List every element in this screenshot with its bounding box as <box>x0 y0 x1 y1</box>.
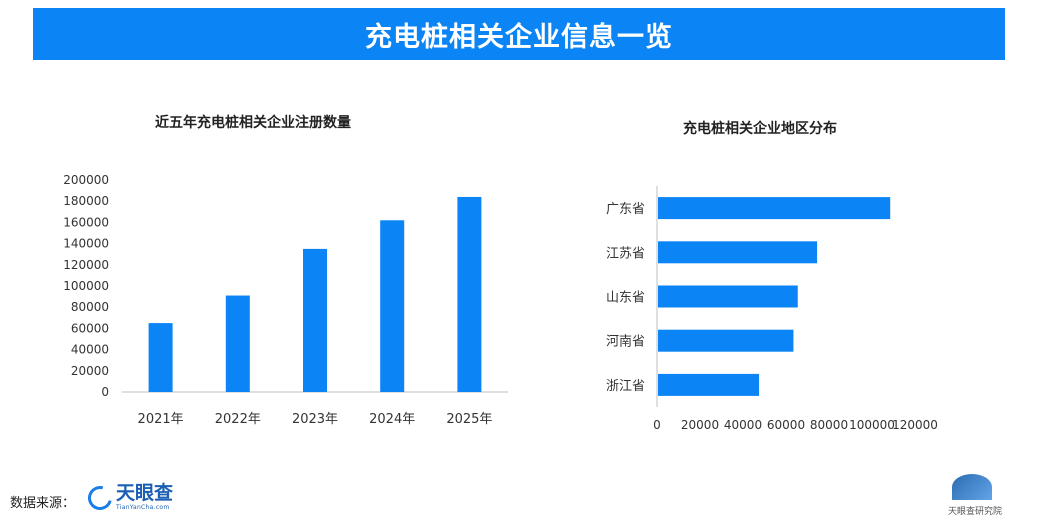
y-tick-label: 山东省 <box>606 291 645 306</box>
x-tick-label: 2021年 <box>138 412 184 427</box>
data-source-label: 数据来源： <box>10 496 76 511</box>
y-tick-label: 浙江省 <box>606 379 645 394</box>
bar <box>658 285 798 308</box>
x-tick-label: 2024年 <box>369 412 415 427</box>
eye-icon <box>83 481 117 514</box>
x-tick-label: 2025年 <box>446 412 492 427</box>
bar <box>225 295 250 392</box>
y-tick-label: 20000 <box>71 364 109 378</box>
bar <box>658 373 760 396</box>
x-tick-label: 20000 <box>681 418 719 432</box>
x-tick-label: 120000 <box>892 418 938 432</box>
y-tick-label: 江苏省 <box>606 245 645 261</box>
logo-text: 天眼查 <box>116 482 174 504</box>
x-tick-label: 80000 <box>810 418 848 432</box>
y-tick-label: 40000 <box>71 343 109 357</box>
y-tick-label: 140000 <box>63 237 109 251</box>
x-tick-label: 40000 <box>724 418 762 432</box>
logo-subtext: TianYanCha.com <box>116 504 170 511</box>
watermark-text: 天眼查研究院 <box>948 507 1003 517</box>
y-tick-label: 180000 <box>63 194 109 208</box>
bar <box>457 196 482 392</box>
bar <box>380 220 405 392</box>
bar <box>658 241 818 264</box>
y-tick-label: 河南省 <box>606 334 645 350</box>
y-tick-label: 100000 <box>63 279 109 293</box>
bar <box>658 329 794 352</box>
y-tick-label: 160000 <box>63 215 109 229</box>
bar-chart-title: 近五年充电桩相关企业注册数量 <box>155 115 351 131</box>
tianyancha-logo: 天眼查 TianYanCha.com <box>83 481 174 514</box>
page-title: 充电桩相关企业信息一览 <box>365 21 673 53</box>
y-tick-label: 80000 <box>71 300 109 314</box>
y-tick-label: 广东省 <box>606 202 645 217</box>
y-tick-label: 0 <box>101 385 109 399</box>
hbar-chart-title: 充电桩相关企业地区分布 <box>683 121 837 137</box>
watermark-logo: 天眼查研究院 <box>948 474 1002 517</box>
watermark-icon <box>952 474 992 500</box>
x-tick-label: 100000 <box>849 418 895 432</box>
bar <box>303 248 327 392</box>
y-tick-label: 200000 <box>63 173 109 187</box>
bar <box>148 323 173 392</box>
x-tick-label: 0 <box>653 418 661 432</box>
bar <box>658 197 891 220</box>
header-banner: 充电桩相关企业信息一览 <box>33 8 1005 60</box>
x-tick-label: 2022年 <box>215 412 261 427</box>
y-tick-label: 120000 <box>63 258 109 272</box>
x-tick-label: 60000 <box>767 418 805 432</box>
x-tick-label: 2023年 <box>292 412 338 427</box>
y-tick-label: 60000 <box>71 321 109 335</box>
